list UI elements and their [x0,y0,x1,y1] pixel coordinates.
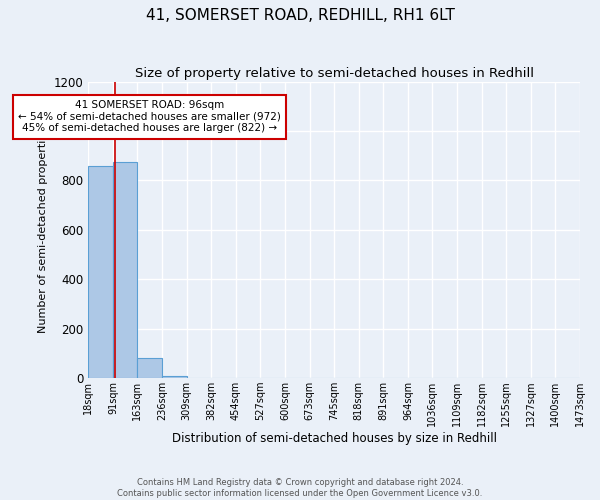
Text: 41, SOMERSET ROAD, REDHILL, RH1 6LT: 41, SOMERSET ROAD, REDHILL, RH1 6LT [146,8,454,22]
Text: 41 SOMERSET ROAD: 96sqm
← 54% of semi-detached houses are smaller (972)
45% of s: 41 SOMERSET ROAD: 96sqm ← 54% of semi-de… [19,100,281,134]
Bar [113,162,137,378]
Text: Contains HM Land Registry data © Crown copyright and database right 2024.
Contai: Contains HM Land Registry data © Crown c… [118,478,482,498]
Bar [162,376,187,378]
Y-axis label: Number of semi-detached properties: Number of semi-detached properties [38,127,48,333]
Bar [88,166,113,378]
X-axis label: Distribution of semi-detached houses by size in Redhill: Distribution of semi-detached houses by … [172,432,497,445]
Title: Size of property relative to semi-detached houses in Redhill: Size of property relative to semi-detach… [134,68,533,80]
Bar [137,358,162,378]
